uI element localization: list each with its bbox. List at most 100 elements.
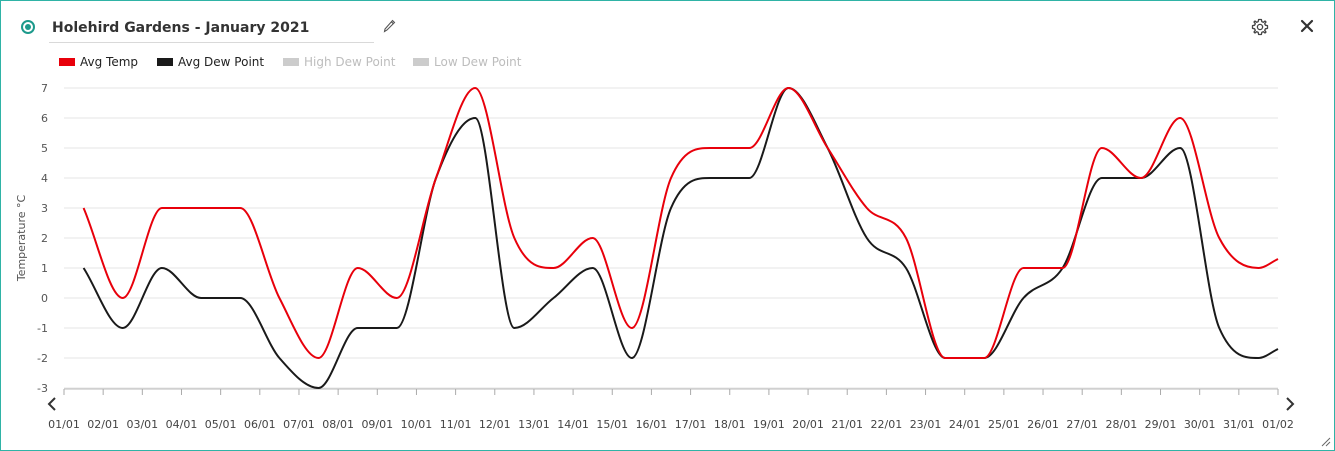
gear-icon[interactable] <box>1250 17 1270 37</box>
legend-swatch <box>413 58 429 66</box>
y-tick-label: -2 <box>37 352 48 365</box>
y-tick-label: 2 <box>41 232 48 245</box>
y-tick-label: -1 <box>37 322 48 335</box>
x-tick-label: 01/01 <box>48 418 80 431</box>
data-point <box>276 355 282 361</box>
data-point <box>120 325 126 331</box>
resize-handle-icon[interactable] <box>1319 435 1331 447</box>
series-line-avg-dew-point <box>82 87 1279 389</box>
data-point <box>1099 175 1105 181</box>
data-point <box>81 205 87 211</box>
line-chart: -3 -2 -1 0 1 2 3 4 5 6 7 Temperature °C 01/01 02/01 03… <box>15 82 1295 431</box>
x-tick-label: 06/01 <box>244 418 276 431</box>
y-tick-label: 0 <box>41 292 48 305</box>
x-tick-label: 24/01 <box>949 418 981 431</box>
x-tick-label: 02/01 <box>87 418 119 431</box>
legend-swatch <box>283 58 299 66</box>
x-tick-label: 12/01 <box>479 418 511 431</box>
y-tick-label: -3 <box>37 382 48 395</box>
legend-swatch <box>157 58 173 66</box>
data-point <box>1216 235 1222 241</box>
data-point <box>472 85 478 91</box>
series-line-avg-temp <box>82 87 1279 359</box>
data-point <box>864 235 870 241</box>
legend-label: Avg Temp <box>80 55 139 69</box>
y-tick-label: 1 <box>41 262 48 275</box>
x-tick-label: 14/01 <box>557 418 589 431</box>
x-tick-label: 20/01 <box>792 418 824 431</box>
x-tick-label: 05/01 <box>205 418 237 431</box>
x-tick-label: 10/01 <box>401 418 433 431</box>
data-point <box>707 175 713 181</box>
data-point <box>198 205 204 211</box>
data-point <box>1099 145 1105 151</box>
data-point <box>120 295 126 301</box>
x-tick-label: 09/01 <box>361 418 393 431</box>
data-point <box>1275 346 1281 352</box>
data-point <box>198 295 204 301</box>
data-point <box>629 355 635 361</box>
data-point <box>511 235 517 241</box>
x-tick-label: 11/01 <box>440 418 472 431</box>
data-point <box>629 325 635 331</box>
y-tick-label: 5 <box>41 142 48 155</box>
legend-label: Low Dew Point <box>434 55 522 69</box>
data-point <box>433 175 439 181</box>
chart-title: Holehird Gardens - January 2021 <box>52 20 310 36</box>
x-tick-label: 01/02 <box>1262 418 1294 431</box>
data-point <box>159 265 165 271</box>
y-tick-label: 3 <box>41 202 48 215</box>
legend-swatch <box>59 58 75 66</box>
x-tick-label: 08/01 <box>322 418 354 431</box>
title-field[interactable]: Holehird Gardens - January 2021 <box>49 15 374 43</box>
x-tick-label: 26/01 <box>1027 418 1059 431</box>
x-tick-label: 18/01 <box>714 418 746 431</box>
data-point <box>1020 265 1026 271</box>
data-point <box>81 265 87 271</box>
data-point <box>903 235 909 241</box>
data-point <box>590 265 596 271</box>
data-point <box>903 265 909 271</box>
data-point <box>1216 325 1222 331</box>
x-tick-label: 19/01 <box>753 418 785 431</box>
data-point <box>237 295 243 301</box>
x-tick-label: 22/01 <box>871 418 903 431</box>
x-tick-label: 21/01 <box>831 418 863 431</box>
data-point <box>511 325 517 331</box>
x-tick-label: 31/01 <box>1223 418 1255 431</box>
y-tick-label: 4 <box>41 172 48 185</box>
close-icon[interactable] <box>1298 17 1316 35</box>
pencil-icon[interactable] <box>382 19 396 35</box>
legend-label: Avg Dew Point <box>178 55 265 69</box>
x-tick-label: 03/01 <box>126 418 158 431</box>
data-point <box>394 325 400 331</box>
x-tick-label: 16/01 <box>636 418 668 431</box>
data-point <box>394 295 400 301</box>
data-point <box>1275 256 1281 262</box>
chevron-right-icon[interactable] <box>1286 397 1295 411</box>
y-tick-label: 7 <box>41 82 48 95</box>
data-point <box>825 145 831 151</box>
data-point <box>316 355 322 361</box>
data-point <box>1255 355 1261 361</box>
data-point <box>1255 265 1261 271</box>
data-point <box>551 295 557 301</box>
data-point <box>590 235 596 241</box>
data-point <box>1138 175 1144 181</box>
x-tick-label: 07/01 <box>283 418 315 431</box>
chevron-left-icon[interactable] <box>47 397 56 411</box>
data-point <box>159 205 165 211</box>
data-point <box>707 145 713 151</box>
data-point <box>746 145 752 151</box>
radio-selected-icon[interactable] <box>21 20 35 34</box>
x-tick-label: 15/01 <box>596 418 628 431</box>
x-tick-label: 23/01 <box>910 418 942 431</box>
data-point <box>1177 145 1183 151</box>
y-axis-label: Temperature °C <box>15 195 28 283</box>
data-point <box>472 115 478 121</box>
data-point <box>864 205 870 211</box>
x-tick-label: 30/01 <box>1184 418 1216 431</box>
x-tick-label: 17/01 <box>675 418 707 431</box>
y-tick-label: 6 <box>41 112 48 125</box>
